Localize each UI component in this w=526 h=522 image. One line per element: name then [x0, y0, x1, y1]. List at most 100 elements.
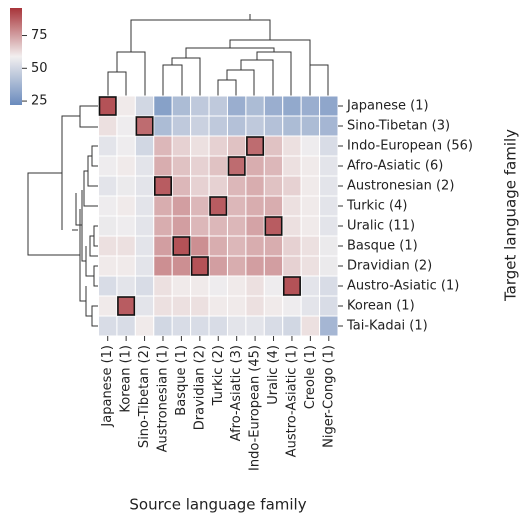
heatmap-cell	[171, 235, 192, 257]
heatmap-cell	[134, 215, 155, 237]
heatmap-cell	[226, 295, 247, 317]
heatmap-cell	[263, 315, 284, 337]
highlight-box	[153, 176, 172, 196]
y-tick-label: Austronesian (2)	[347, 179, 454, 194]
heatmap-cell	[116, 195, 136, 217]
heatmap-cell	[134, 255, 155, 277]
heatmap-cell	[282, 115, 302, 137]
x-tick-label: Dravidian (2)	[192, 345, 207, 430]
heatmap-cell	[263, 95, 284, 117]
heatmap-cell	[134, 275, 155, 297]
heatmap-cell	[190, 255, 210, 277]
heatmap-cell	[171, 295, 192, 317]
heatmap-cell	[190, 195, 210, 217]
heatmap-cell	[300, 155, 321, 177]
heatmap-cell	[245, 235, 265, 257]
heatmap-cell	[153, 175, 173, 197]
y-tick-label: Tai-Kadai (1)	[346, 319, 428, 334]
heatmap-cell	[208, 175, 228, 197]
y-tick-label: Korean (1)	[347, 299, 415, 314]
heatmap-cell	[116, 95, 136, 117]
heatmap-cell	[245, 95, 265, 117]
heatmap-cell	[282, 275, 302, 297]
highlight-box	[209, 196, 228, 216]
heatmap-cell	[282, 175, 302, 197]
heatmap-cell	[300, 175, 321, 197]
heatmap-cell	[208, 195, 228, 217]
heatmap-cell	[319, 115, 339, 137]
heatmap-cell	[245, 255, 265, 277]
y-tick-label: Dravidian (2)	[347, 259, 432, 274]
heatmap-cell	[134, 115, 155, 137]
heatmap-cell	[263, 275, 284, 297]
heatmap-cell	[171, 135, 192, 157]
x-axis-label: Source language family	[129, 496, 306, 514]
heatmap-cell	[171, 175, 192, 197]
highlight-box	[190, 256, 209, 276]
heatmap-cell	[226, 235, 247, 257]
heatmap-cell	[226, 95, 247, 117]
heatmap-cell	[116, 295, 136, 317]
heatmap-cell	[282, 235, 302, 257]
heatmap-cell	[116, 175, 136, 197]
y-tick-label: Austro-Asiatic (1)	[347, 279, 459, 294]
heatmap-cell	[116, 275, 136, 297]
heatmap-cell	[263, 135, 284, 157]
highlight-box	[264, 216, 283, 236]
y-tick-label: Basque (1)	[347, 239, 418, 254]
heatmap-cell	[245, 155, 265, 177]
heatmap-cell	[245, 295, 265, 317]
heatmap-cell	[300, 315, 321, 337]
heatmap-cell	[245, 215, 265, 237]
heatmap-cell	[208, 295, 228, 317]
colorbar-tick-label: 50	[31, 61, 48, 76]
heatmap-cell	[245, 315, 265, 337]
heatmap-cell	[116, 135, 136, 157]
heatmap-cell	[319, 235, 339, 257]
x-tick-label: Niger-Congo (1)	[321, 345, 336, 448]
heatmap-cell	[208, 215, 228, 237]
colorbar	[10, 8, 22, 105]
y-tick-label: Turkic (4)	[346, 199, 407, 214]
heatmap-cell	[282, 135, 302, 157]
heatmap-cell	[263, 195, 284, 217]
x-tick-label: Japanese (1)	[100, 345, 115, 428]
y-tick-label: Uralic (11)	[347, 219, 415, 234]
heatmap-cell	[263, 115, 284, 137]
heatmap-cell	[153, 315, 173, 337]
heatmap-cell	[319, 255, 339, 277]
heatmap-cell	[208, 155, 228, 177]
heatmap-cell	[171, 95, 192, 117]
x-tick-label: Austro-Asiatic (1)	[284, 345, 299, 457]
highlight-box	[227, 156, 246, 176]
heatmap-cell	[134, 155, 155, 177]
heatmap-cell	[98, 135, 118, 157]
heatmap-cell	[282, 95, 302, 117]
heatmap-cell	[153, 255, 173, 277]
heatmap-cell	[245, 115, 265, 137]
heatmap-cell	[226, 215, 247, 237]
heatmap-cell	[226, 175, 247, 197]
heatmap-cell	[319, 295, 339, 317]
heatmap-cell	[282, 215, 302, 237]
highlight-box	[282, 276, 301, 296]
colorbar-tick-label: 25	[31, 94, 48, 109]
heatmap-cell	[190, 315, 210, 337]
heatmap-cell	[116, 155, 136, 177]
heatmap-cell	[226, 255, 247, 277]
x-tick-label: Korean (1)	[119, 345, 134, 413]
heatmap-cell	[263, 175, 284, 197]
heatmap-cell	[226, 115, 247, 137]
x-tick-label: Turkic (2)	[211, 345, 226, 406]
heatmap-cell	[300, 235, 321, 257]
heatmap-cell	[226, 275, 247, 297]
heatmap-cell	[134, 135, 155, 157]
heatmap-cell	[116, 115, 136, 137]
highlight-box	[135, 116, 154, 136]
heatmap-cell	[153, 135, 173, 157]
heatmap-cell	[190, 275, 210, 297]
heatmap-cell	[282, 255, 302, 277]
heatmap-cell	[300, 195, 321, 217]
x-tick-label: Afro-Asiatic (3)	[229, 345, 244, 441]
